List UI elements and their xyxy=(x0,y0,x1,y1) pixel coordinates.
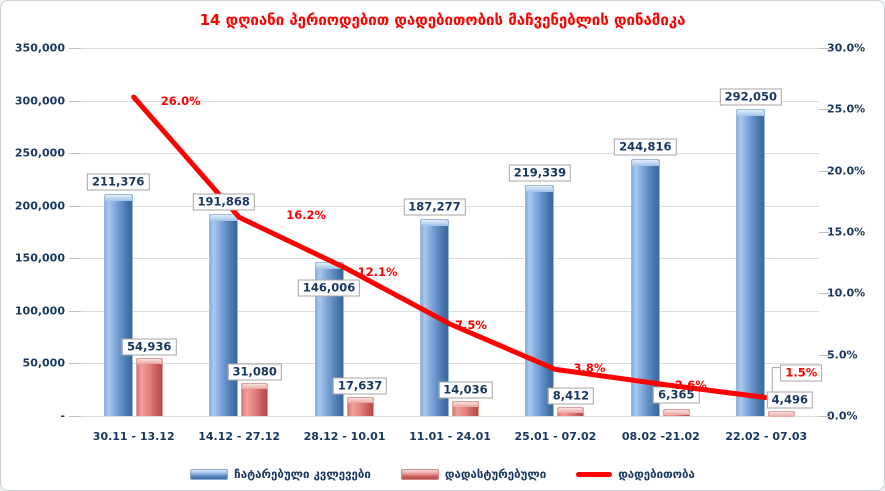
right-axis-tick-label: 30.0% xyxy=(827,41,866,55)
legend-label-tests: ჩატარებული კვლევები xyxy=(234,467,371,481)
confirmed-bar xyxy=(452,401,479,416)
left-axis-tick-label: - xyxy=(60,409,65,423)
confirmed-bar xyxy=(241,383,269,416)
x-axis-category-label: 11.01 - 24.01 xyxy=(409,430,491,443)
gridline xyxy=(81,363,819,365)
positivity-point-label: 2.6% xyxy=(674,378,707,393)
confirmed-bar-value-label: 54,936 xyxy=(122,338,177,356)
left-axis-tick-label: 250,000 xyxy=(14,146,65,160)
left-tick-mark xyxy=(69,258,81,260)
confirmed-bar-value-label: 4,496 xyxy=(766,391,813,409)
left-axis-tick-label: 200,000 xyxy=(14,199,65,213)
legend: ჩატარებული კვლევები დადასტურებული დადები… xyxy=(1,467,884,481)
tests-bar xyxy=(736,108,766,416)
gridline xyxy=(81,310,819,312)
right-tick-mark xyxy=(819,170,831,172)
positivity-point-label: 26.0% xyxy=(160,94,201,109)
tests-bar-value-label: 146,006 xyxy=(297,279,361,297)
tests-bar-value-label: 244,816 xyxy=(614,138,677,156)
x-axis-category-label: 22.02 - 07.03 xyxy=(725,430,808,443)
tests-bar xyxy=(630,158,660,416)
confirmed-bar xyxy=(346,397,374,416)
tests-bar xyxy=(209,214,239,416)
right-tick-mark xyxy=(819,48,831,49)
right-axis-tick-label: 10.0% xyxy=(827,286,866,300)
confirmed-bar-value-label: 14,036 xyxy=(438,381,493,399)
right-tick-mark xyxy=(819,232,831,233)
legend-label-confirmed: დადასტურებული xyxy=(444,467,547,481)
confirmed-bar-value-label: 31,080 xyxy=(227,363,282,381)
positivity-point-label: 12.1% xyxy=(357,264,398,279)
red-line-swatch-icon xyxy=(576,471,613,477)
legend-label-positivity: დადებითობა xyxy=(618,467,695,481)
gridline xyxy=(81,416,819,417)
x-axis-category-label: 08.02 -21.02 xyxy=(621,430,700,443)
legend-item-confirmed: დადასტურებული xyxy=(400,467,547,481)
right-axis-tick-label: 5.0% xyxy=(827,348,858,362)
gridline xyxy=(81,258,819,260)
left-tick-mark xyxy=(69,100,81,102)
x-axis-category-label: 28.12 - 10.01 xyxy=(303,430,386,443)
positivity-point-label: 1.5% xyxy=(780,364,823,382)
blue-bar-swatch-icon xyxy=(190,468,229,480)
left-tick-mark xyxy=(69,310,81,312)
right-tick-mark xyxy=(819,109,831,111)
tests-bar-value-label: 187,277 xyxy=(403,198,466,216)
right-axis-tick-label: 25.0% xyxy=(827,102,866,116)
left-axis-tick-label: 50,000 xyxy=(22,356,65,370)
chart-title: 14 დღიანი პერიოდებით დადებითობის მაჩვენე… xyxy=(199,11,686,29)
legend-item-positivity: დადებითობა xyxy=(576,467,695,481)
x-axis-category-label: 14.12 - 27.12 xyxy=(198,430,281,443)
confirmed-bar xyxy=(768,411,796,417)
right-axis-tick-label: 15.0% xyxy=(827,225,866,239)
tests-bar-value-label: 191,868 xyxy=(192,193,255,211)
positivity-point-label: 7.5% xyxy=(455,318,487,332)
tests-bar xyxy=(525,185,555,416)
tests-bar xyxy=(103,193,133,416)
right-axis-tick-label: 0.0% xyxy=(827,409,858,423)
gridline xyxy=(81,153,819,155)
left-axis-tick-label: 350,000 xyxy=(14,41,65,55)
confirmed-bar xyxy=(557,407,585,416)
legend-item-tests: ჩატარებული კვლევები xyxy=(190,467,371,481)
red-bar-swatch-icon xyxy=(400,468,439,480)
left-axis-tick-label: 300,000 xyxy=(14,94,65,108)
left-axis-tick-label: 100,000 xyxy=(14,304,65,318)
x-axis-category-label: 30.11 - 13.12 xyxy=(92,430,175,443)
right-tick-mark xyxy=(819,293,831,295)
left-tick-mark xyxy=(69,48,81,49)
left-tick-mark xyxy=(69,205,81,207)
confirmed-bar xyxy=(135,358,163,416)
tests-bar-value-label: 219,339 xyxy=(508,164,572,182)
confirmed-bar xyxy=(662,409,690,416)
left-tick-mark xyxy=(69,416,81,417)
confirmed-bar-value-label: 8,412 xyxy=(547,387,595,405)
tests-bar-value-label: 292,050 xyxy=(719,88,782,106)
right-axis-tick-label: 20.0% xyxy=(827,164,866,178)
positivity-point-label: 16.2% xyxy=(286,208,327,223)
x-axis-category-label: 25.01 - 07.02 xyxy=(514,430,597,443)
tests-bar-value-label: 211,376 xyxy=(87,173,150,191)
left-tick-mark xyxy=(69,153,81,155)
left-axis-tick-label: 150,000 xyxy=(14,251,65,265)
right-tick-mark xyxy=(819,354,831,356)
right-tick-mark xyxy=(819,416,831,417)
confirmed-bar-value-label: 17,637 xyxy=(332,377,388,395)
gridline xyxy=(81,48,819,49)
positivity-point-label: 3.8% xyxy=(573,361,606,376)
left-tick-mark xyxy=(69,363,81,365)
